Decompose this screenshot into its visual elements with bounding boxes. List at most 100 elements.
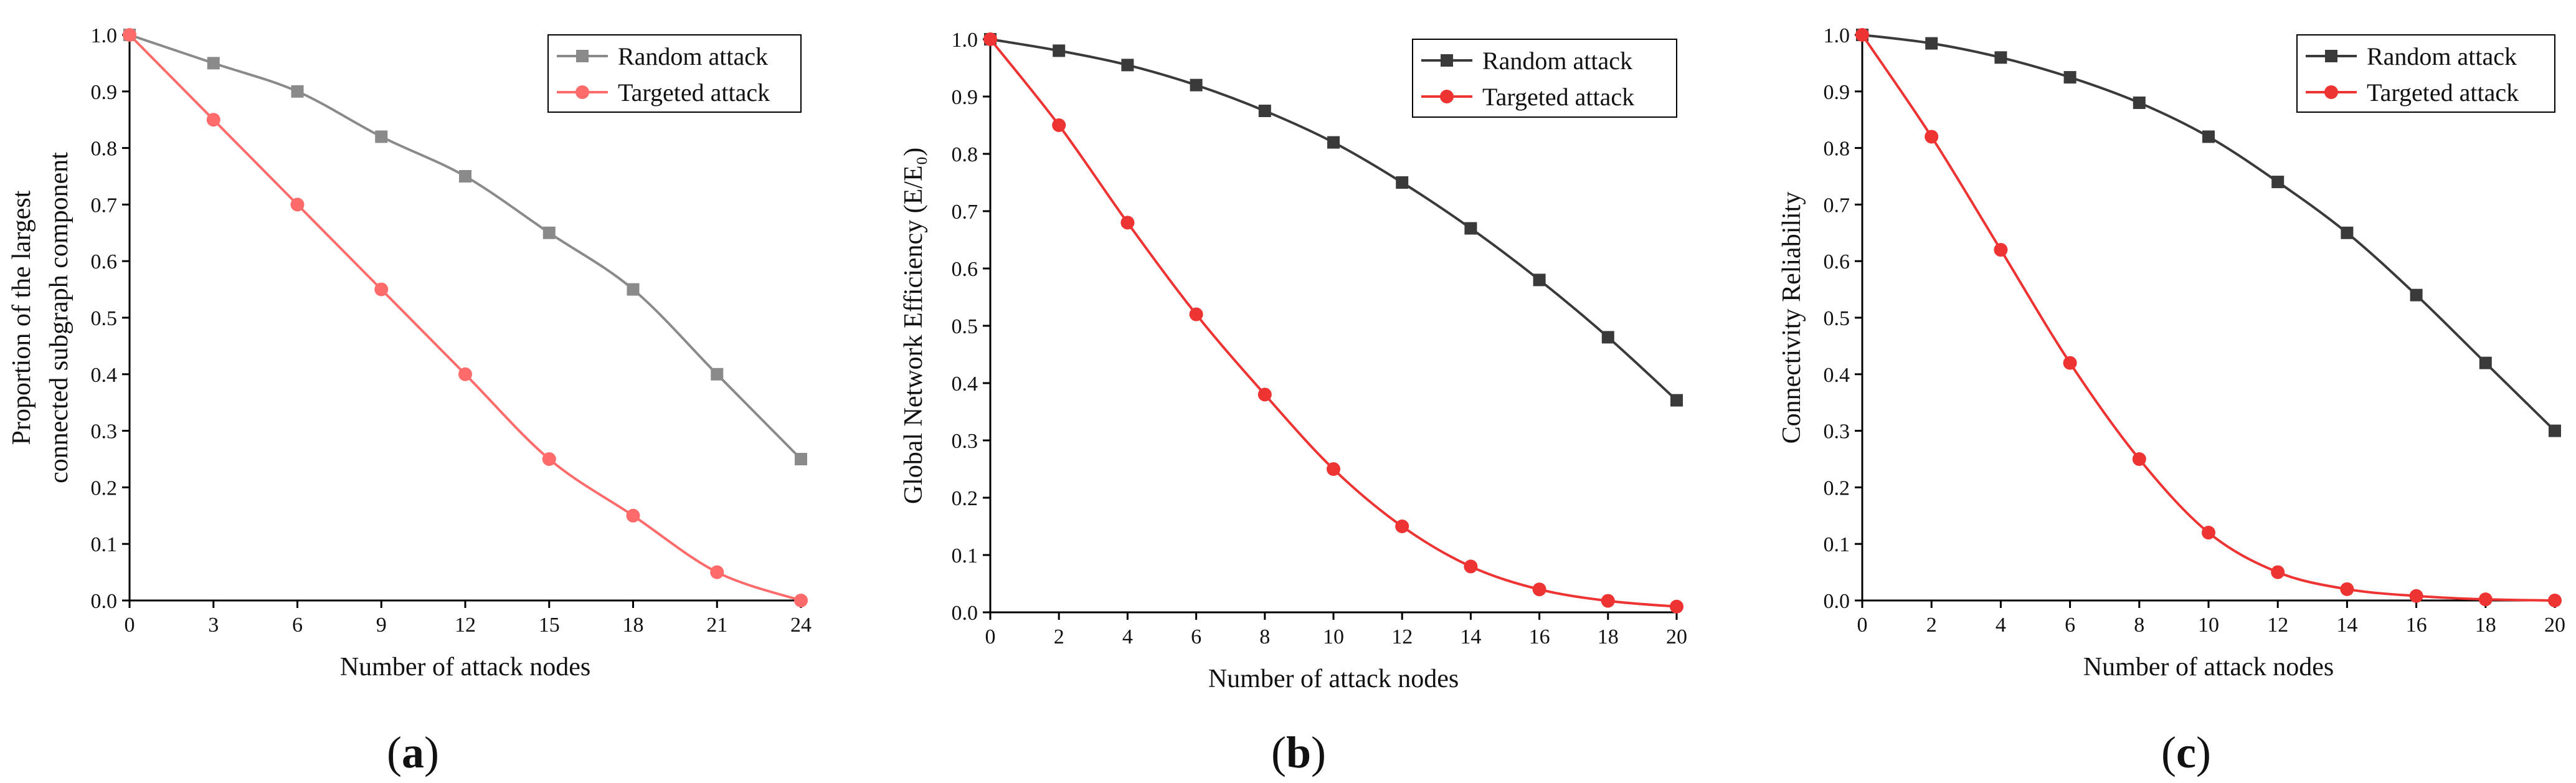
y-tick-label: 0.5 [91, 307, 118, 330]
data-point-targeted [2202, 526, 2215, 540]
legend-entry-targeted: Targeted attack [618, 78, 770, 107]
x-tick-label: 6 [292, 614, 303, 637]
series-line-targeted [989, 38, 1677, 608]
x-tick-label: 4 [1996, 614, 2006, 637]
data-point-random [627, 283, 640, 296]
x-tick-label: 18 [623, 614, 644, 637]
panel-label-c: (c) [2161, 728, 2211, 777]
legend-entry-random: Random attack [2367, 42, 2517, 70]
data-point-random [1327, 136, 1340, 149]
data-point-targeted [1464, 559, 1478, 574]
data-point-random [1670, 394, 1683, 407]
data-point-random [1994, 51, 2007, 64]
x-tick-label: 0 [985, 625, 996, 648]
y-tick-label: 1.0 [1824, 24, 1850, 47]
data-point-targeted [374, 282, 389, 297]
x-tick-label: 15 [539, 614, 560, 637]
x-tick-label: 8 [1259, 625, 1270, 648]
data-point-targeted [2271, 565, 2285, 579]
chart-panel-c: 0 2 4 6 8 10 12 14 16 18 20 0.0 0.1 0.2 0.3 0.4 0.5 0.6 0.… [1778, 24, 2565, 777]
data-point-random [711, 368, 724, 381]
data-point-targeted [1670, 599, 1683, 614]
data-point-targeted [794, 594, 808, 607]
data-point-targeted [710, 565, 724, 579]
x-axis-label: Number of attack nodes [2083, 653, 2334, 681]
data-point-targeted [1855, 28, 1869, 42]
y-tick-label: 1.0 [91, 24, 118, 47]
y-tick-label: 0.3 [1824, 420, 1850, 444]
data-point-random [2341, 226, 2354, 239]
data-point-targeted [626, 508, 640, 523]
legend-entry-random: Random attack [1482, 47, 1632, 75]
y-tick-label: 0.6 [91, 250, 118, 273]
y-tick-label: 0.5 [1824, 307, 1850, 330]
y-tick-label: 0.9 [952, 86, 978, 109]
y-tick-label: 0.9 [91, 81, 118, 104]
panel-label-a: (a) [387, 728, 439, 777]
x-tick-label: 24 [790, 614, 812, 637]
y-tick-label: 0.4 [1824, 364, 1850, 387]
y-tick-label: 0.0 [91, 590, 118, 613]
x-tick-label: 21 [706, 614, 727, 637]
x-tick-label: 4 [1122, 625, 1133, 648]
data-point-targeted [2132, 452, 2146, 466]
x-tick-label: 2 [1054, 625, 1064, 648]
data-point-random [542, 226, 556, 239]
x-tick-label: 2 [1926, 614, 1937, 637]
y-tick-label: 0.1 [1824, 533, 1850, 556]
data-point-targeted [1395, 520, 1409, 533]
legend-entry-targeted: Targeted attack [1482, 83, 1634, 111]
x-tick-label: 8 [2134, 614, 2144, 637]
x-tick-label: 18 [1598, 625, 1619, 648]
y-axis-label: Proportion of the largest [7, 190, 36, 445]
y-tick-label: 1.0 [952, 29, 978, 52]
y-tick-label: 0.2 [91, 477, 118, 500]
x-tick-label: 18 [2475, 614, 2496, 637]
data-point-random [375, 130, 388, 143]
x-tick-label: 6 [2065, 614, 2075, 637]
y-axis-label: connected subgraph component [45, 152, 73, 483]
x-tick-label: 16 [2406, 614, 2427, 637]
data-point-random [2063, 71, 2076, 84]
x-tick-label: 3 [208, 614, 219, 637]
y-tick-label: 0.2 [1824, 477, 1850, 500]
y-tick-label: 0.7 [91, 194, 118, 217]
x-tick-label: 12 [455, 614, 476, 637]
data-point-targeted [1189, 307, 1203, 321]
x-tick-label: 20 [1666, 625, 1687, 648]
data-point-random [2271, 176, 2285, 189]
series-line-random [1862, 34, 2556, 432]
panel-label-b: (b) [1271, 728, 1326, 777]
legend-marker [1440, 90, 1454, 103]
x-tick-label: 14 [2336, 614, 2357, 637]
data-point-targeted [1994, 243, 2008, 257]
data-point-targeted [123, 28, 136, 42]
data-point-targeted [1052, 118, 1066, 132]
data-point-random [2133, 96, 2146, 109]
data-point-targeted [983, 32, 997, 46]
y-axis-label: Global Network Efficiency (E/E₀) [899, 148, 928, 505]
data-point-random [1601, 331, 1614, 344]
x-tick-label: 12 [1391, 625, 1413, 648]
x-axis-label: Number of attack nodes [1208, 665, 1459, 693]
legend-marker [1441, 54, 1453, 67]
legend-marker [576, 50, 589, 62]
y-tick-label: 0.0 [952, 602, 978, 625]
data-point-targeted [206, 113, 220, 127]
y-tick-label: 0.9 [1824, 81, 1850, 104]
series-line-targeted [1861, 34, 2555, 602]
series-line-random [129, 34, 802, 460]
data-point-random [2410, 288, 2423, 301]
y-axis-label: Connectivity Reliability [1778, 192, 1806, 444]
series-line-targeted [128, 34, 802, 602]
y-tick-label: 0.6 [1824, 250, 1850, 273]
y-tick-label: 0.3 [952, 430, 978, 453]
y-tick-label: 0.1 [91, 533, 118, 556]
y-tick-label: 0.6 [952, 258, 978, 281]
data-point-targeted [1120, 216, 1135, 230]
x-tick-label: 0 [125, 614, 135, 637]
data-point-targeted [2409, 589, 2423, 603]
y-tick-label: 0.4 [91, 364, 118, 387]
